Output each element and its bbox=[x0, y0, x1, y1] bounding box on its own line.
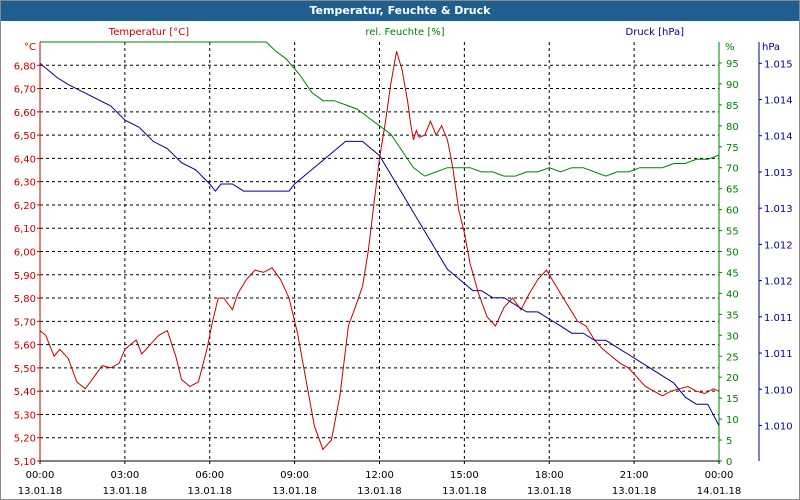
temperature-tick-label: 6,80 bbox=[14, 61, 36, 72]
temperature-tick-label: 5,90 bbox=[14, 271, 36, 282]
x-tick-date-label: 13.01.18 bbox=[527, 486, 572, 497]
temperature-tick-label: 5,50 bbox=[14, 364, 36, 375]
pressure-series-line bbox=[39, 62, 720, 426]
temperature-tick-label: 6,70 bbox=[14, 85, 36, 96]
humidity-tick-label: 45 bbox=[726, 268, 739, 279]
x-tick-time-label: 00:00 bbox=[705, 470, 734, 481]
temperature-tick-label: 6,50 bbox=[14, 131, 36, 142]
humidity-tick-label: 60 bbox=[726, 206, 739, 217]
humidity-axis-label: rel. Feuchte [%] bbox=[365, 27, 444, 38]
humidity-tick-label: 15 bbox=[726, 394, 739, 405]
temperature-unit-label: °C bbox=[24, 42, 36, 53]
humidity-tick-label: 70 bbox=[726, 164, 739, 175]
humidity-tick-label: 10 bbox=[726, 415, 739, 426]
temperature-series-line bbox=[39, 51, 720, 451]
humidity-tick-label: 25 bbox=[726, 352, 739, 363]
pressure-axis-label: Druck [hPa] bbox=[626, 27, 685, 38]
pressure-tick-label: 1.014 bbox=[764, 132, 793, 143]
x-tick-time-label: 03:00 bbox=[110, 470, 139, 481]
temperature-tick-label: 6,20 bbox=[14, 201, 36, 212]
pressure-tick-label: 1.012 bbox=[764, 277, 793, 288]
humidity-tick-label: 80 bbox=[726, 122, 739, 133]
x-tick-date-label: 13.01.18 bbox=[442, 486, 487, 497]
humidity-unit-label: % bbox=[725, 42, 735, 53]
x-tick-date-label: 13.01.18 bbox=[612, 486, 657, 497]
humidity-tick-label: 5 bbox=[726, 436, 732, 447]
pressure-tick-label: 1.010 bbox=[764, 421, 793, 432]
humidity-tick-label: 0 bbox=[726, 457, 732, 468]
x-tick-date-label: 14.01.18 bbox=[697, 486, 742, 497]
pressure-tick-label: 1.010 bbox=[764, 385, 793, 396]
x-tick-date-label: 13.01.18 bbox=[103, 486, 148, 497]
pressure-tick-label: 1.012 bbox=[764, 240, 793, 251]
temperature-tick-label: 6,40 bbox=[14, 154, 36, 165]
pressure-tick-label: 1.013 bbox=[764, 168, 793, 179]
humidity-series-line bbox=[40, 41, 720, 177]
x-tick-date-label: 13.01.18 bbox=[357, 486, 402, 497]
temperature-tick-label: 6,60 bbox=[14, 108, 36, 119]
temperature-tick-label: 5,60 bbox=[14, 341, 36, 352]
x-tick-time-label: 18:00 bbox=[535, 470, 564, 481]
humidity-tick-label: 75 bbox=[726, 143, 739, 154]
humidity-tick-label: 20 bbox=[726, 373, 739, 384]
x-tick-time-label: 12:00 bbox=[365, 470, 394, 481]
humidity-tick-label: 90 bbox=[726, 80, 739, 91]
x-tick-time-label: 21:00 bbox=[620, 470, 649, 481]
temperature-tick-label: 6,30 bbox=[14, 178, 36, 189]
x-tick-time-label: 00:00 bbox=[26, 470, 55, 481]
humidity-tick-label: 40 bbox=[726, 289, 739, 300]
pressure-tick-label: 1.011 bbox=[764, 349, 793, 360]
temperature-tick-label: 5,30 bbox=[14, 410, 36, 421]
humidity-tick-label: 35 bbox=[726, 310, 739, 321]
temperature-axis-label: Temperatur [°C] bbox=[108, 27, 189, 38]
x-tick-time-label: 06:00 bbox=[195, 470, 224, 481]
pressure-tick-label: 1.013 bbox=[764, 204, 793, 215]
temperature-tick-label: 5,70 bbox=[14, 317, 36, 328]
series bbox=[39, 41, 720, 451]
x-tick-time-label: 09:00 bbox=[280, 470, 309, 481]
pressure-tick-label: 1.015 bbox=[764, 59, 793, 70]
x-tick-time-label: 15:00 bbox=[450, 470, 479, 481]
temperature-tick-label: 5,10 bbox=[14, 457, 36, 468]
temperature-tick-label: 5,40 bbox=[14, 387, 36, 398]
chart-title: Temperatur, Feuchte & Druck bbox=[1, 1, 799, 21]
axes: 6,80 6,70 6,60 6,50 6,40 6,30 6,20 6,10 6,00 5,90… bbox=[14, 42, 793, 497]
grid bbox=[40, 42, 719, 461]
temperature-tick-label: 5,80 bbox=[14, 294, 36, 305]
humidity-tick-label: 85 bbox=[726, 101, 739, 112]
temperature-tick-label: 5,20 bbox=[14, 434, 36, 445]
pressure-unit-label: hPa bbox=[762, 42, 780, 53]
humidity-tick-label: 50 bbox=[726, 248, 739, 259]
x-tick-date-label: 13.01.18 bbox=[187, 486, 232, 497]
x-tick-date-label: 13.01.18 bbox=[272, 486, 317, 497]
pressure-tick-label: 1.011 bbox=[764, 313, 793, 324]
x-tick-date-label: 13.01.18 bbox=[18, 486, 63, 497]
humidity-tick-label: 65 bbox=[726, 185, 739, 196]
temperature-tick-label: 6,10 bbox=[14, 224, 36, 235]
temperature-tick-label: 6,00 bbox=[14, 248, 36, 259]
humidity-tick-label: 30 bbox=[726, 331, 739, 342]
pressure-tick-label: 1.014 bbox=[764, 96, 793, 107]
humidity-tick-label: 55 bbox=[726, 227, 739, 238]
humidity-tick-label: 95 bbox=[726, 59, 739, 70]
